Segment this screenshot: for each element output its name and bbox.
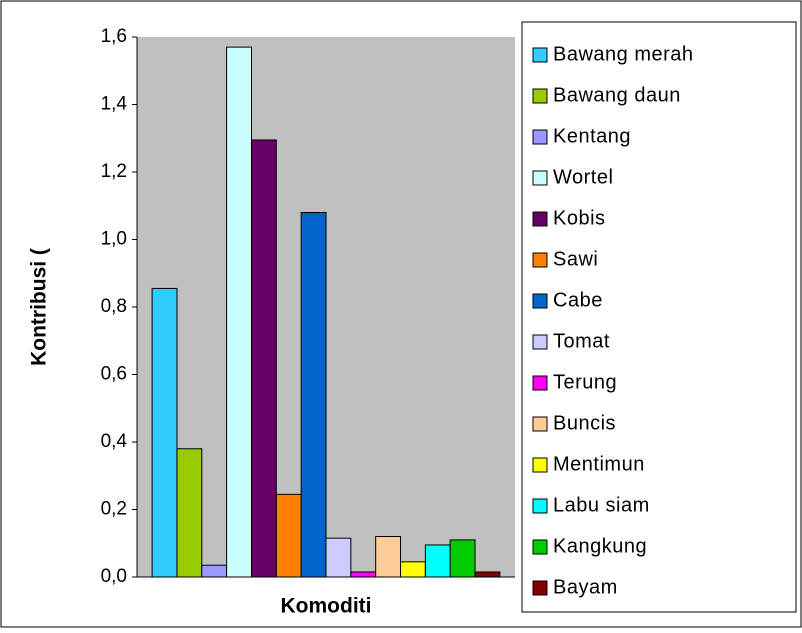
legend-label: Kangkung [553, 535, 647, 557]
legend-label: Tomat [553, 330, 610, 352]
y-tick-label: 0,4 [101, 431, 128, 452]
y-tick-label: 1,6 [101, 26, 127, 47]
legend-label: Wortel [553, 166, 613, 188]
bar [375, 536, 402, 578]
legend-label: Bayam [553, 576, 618, 598]
bar [400, 561, 426, 578]
legend-swatch [532, 129, 548, 145]
legend-swatch [532, 170, 548, 186]
legend-label: Sawi [553, 248, 598, 270]
legend-label: Mentimun [553, 453, 645, 475]
bar [250, 139, 277, 578]
legend-swatch [532, 498, 548, 514]
legend-swatch [532, 293, 548, 309]
legend-label: Cabe [553, 289, 603, 311]
y-tick-label: 1,4 [101, 94, 128, 115]
legend-swatch [532, 47, 548, 63]
legend-swatch [532, 416, 548, 432]
legend-swatch [532, 211, 548, 227]
y-tick-label: 0,0 [101, 566, 127, 587]
bar [350, 571, 377, 578]
bar [424, 544, 451, 578]
y-tick-label: 1,0 [101, 229, 127, 250]
legend-swatch [532, 580, 548, 596]
bar [325, 537, 352, 578]
legend-label: Bawang merah [553, 43, 694, 65]
bar [300, 212, 327, 578]
y-tick-label: 0,8 [101, 296, 127, 317]
legend-label: Bawang daun [553, 84, 681, 106]
bar [449, 539, 476, 578]
bar [151, 287, 178, 578]
legend-label: Labu siam [553, 494, 650, 516]
y-tick-label: 1,2 [101, 161, 127, 182]
legend-label: Kentang [553, 125, 631, 147]
bar [201, 564, 228, 578]
bar [275, 493, 302, 578]
legend-swatch [532, 375, 548, 391]
legend-label: Kobis [553, 207, 606, 229]
y-tick-label: 0,2 [101, 499, 127, 520]
legend-swatch [532, 252, 548, 268]
bar [226, 46, 252, 578]
legend-label: Terung [553, 371, 617, 393]
legend-label: Buncis [553, 412, 616, 434]
y-axis-label: Kontribusi ( [28, 248, 51, 366]
bar [176, 448, 203, 578]
legend-swatch [532, 334, 548, 350]
bar [474, 571, 501, 578]
x-axis-label: Komoditi [281, 595, 372, 618]
legend-box [521, 21, 797, 613]
legend-swatch [532, 539, 548, 555]
legend-swatch [532, 88, 548, 104]
y-tick-label: 0,6 [101, 364, 127, 385]
legend-swatch [532, 457, 548, 473]
